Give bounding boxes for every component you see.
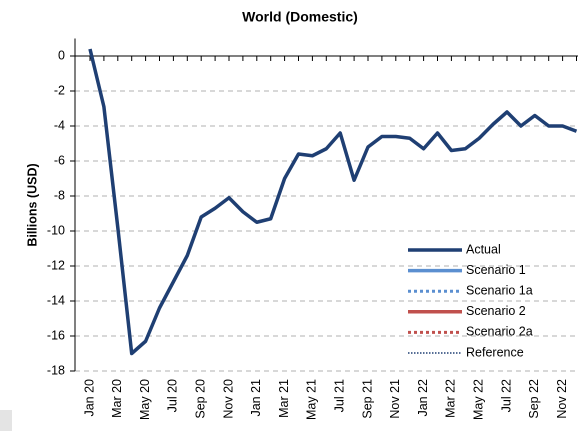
x-tick-label: Jan 22 — [416, 379, 430, 417]
corner-block — [0, 410, 12, 431]
x-tick-label: Jan 20 — [82, 379, 96, 417]
y-tick-label: -8 — [54, 188, 65, 202]
x-tick-label: Nov 20 — [221, 379, 235, 419]
y-tick-label: -14 — [47, 293, 65, 307]
x-tick-label: Jul 20 — [166, 379, 180, 412]
x-tick-label: Jul 22 — [499, 379, 513, 412]
legend-label: Actual — [466, 242, 501, 256]
y-tick-label: -18 — [47, 363, 65, 377]
legend-label: Scenario 1a — [466, 283, 533, 297]
y-axis-label: Billions (USD) — [25, 163, 39, 246]
y-tick-label: -10 — [47, 223, 65, 237]
y-tick-label: -4 — [54, 118, 65, 132]
chart-title: World (Domestic) — [242, 9, 358, 25]
x-tick-label: Mar 20 — [110, 379, 124, 418]
x-tick-label: Jul 21 — [332, 379, 346, 412]
x-tick-label: May 20 — [138, 379, 152, 420]
y-tick-label: 0 — [58, 48, 65, 62]
x-tick-label: Nov 21 — [388, 379, 402, 419]
x-tick-label: May 22 — [471, 379, 485, 420]
y-tick-label: -12 — [47, 258, 65, 272]
legend-label: Scenario 1 — [466, 263, 526, 277]
legend-label: Scenario 2a — [466, 325, 533, 339]
x-tick-label: Sep 20 — [193, 379, 207, 419]
x-tick-label: Mar 22 — [444, 379, 458, 418]
x-tick-label: Mar 21 — [277, 379, 291, 418]
x-tick-label: Sep 21 — [360, 379, 374, 419]
x-tick-label: Sep 22 — [527, 379, 541, 419]
y-tick-label: -16 — [47, 328, 65, 342]
legend-label: Reference — [466, 345, 524, 359]
legend-label: Scenario 2 — [466, 304, 526, 318]
x-tick-label: May 21 — [305, 379, 319, 420]
y-tick-label: -6 — [54, 153, 65, 167]
x-tick-label: Nov 22 — [555, 379, 569, 419]
y-tick-label: -2 — [54, 83, 65, 97]
series-line — [88, 48, 578, 356]
x-tick-label: Jan 21 — [249, 379, 263, 417]
